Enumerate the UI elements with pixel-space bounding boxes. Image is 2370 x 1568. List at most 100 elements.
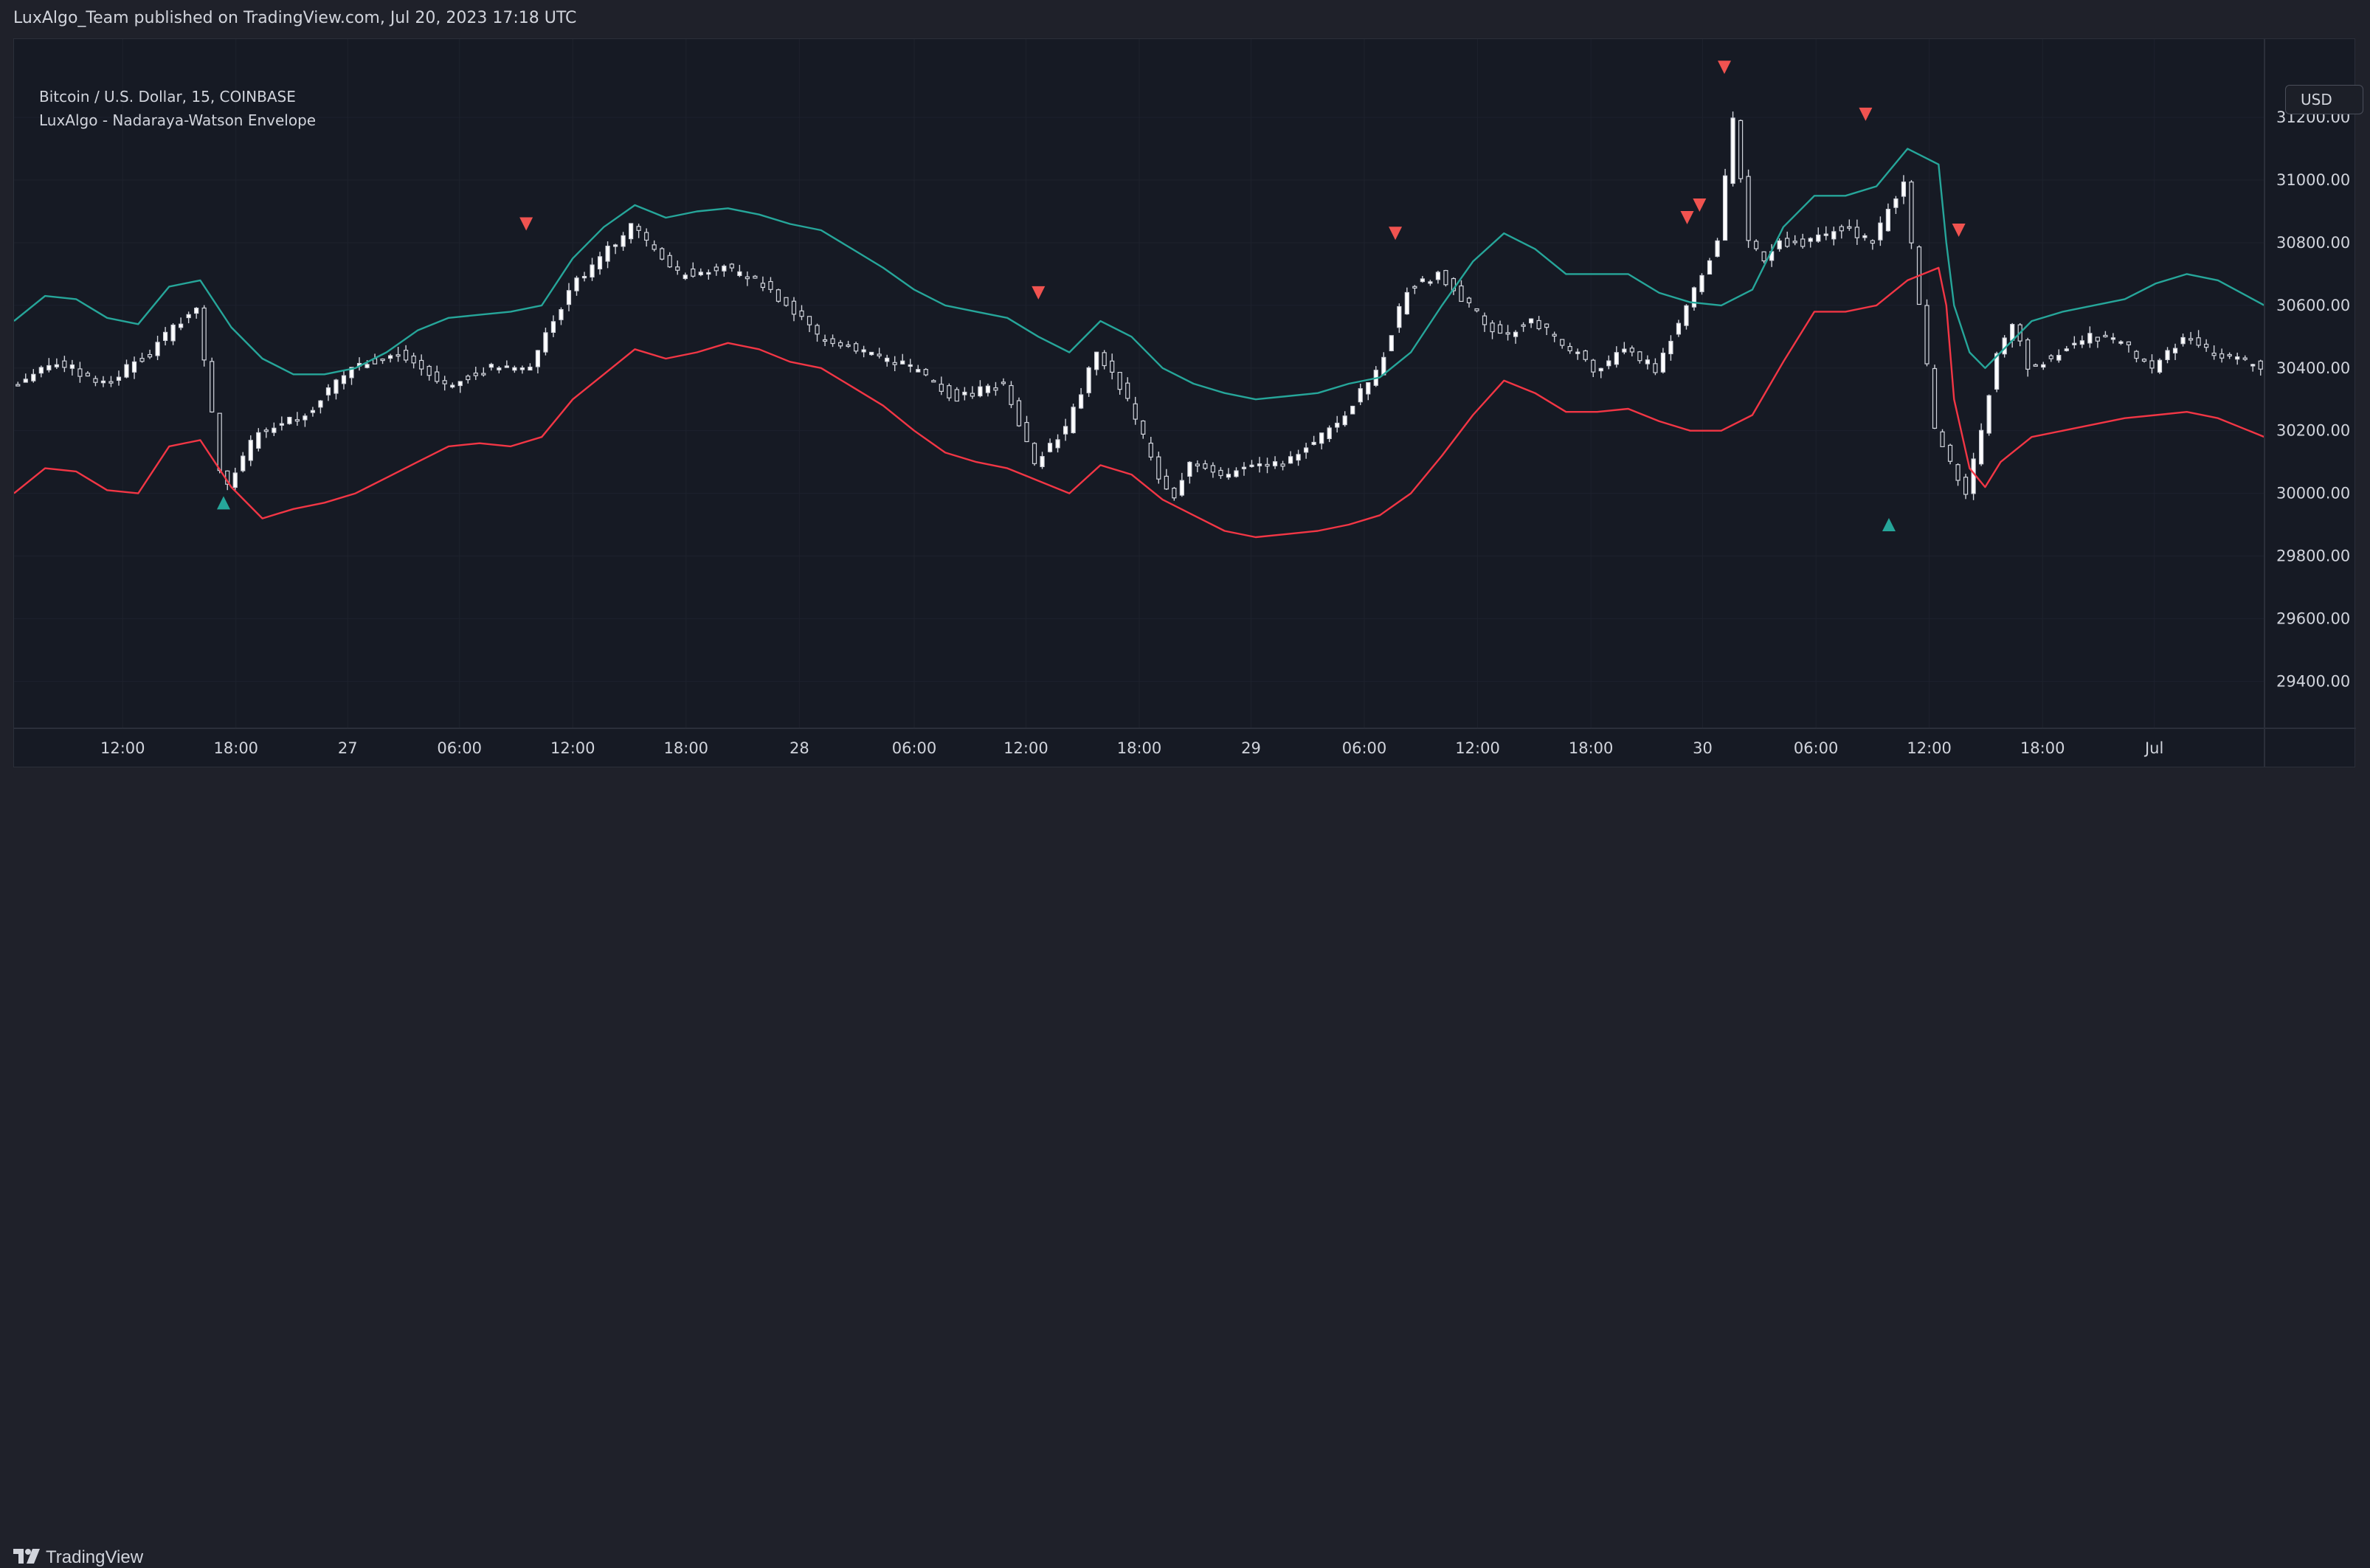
candle-body <box>1164 475 1169 490</box>
candle-body <box>1792 241 1797 244</box>
candle-body <box>349 367 354 379</box>
x-tick-label: 12:00 <box>100 739 145 757</box>
chart-canvas[interactable]: 31200.0031000.0030800.0030600.0030400.00… <box>14 39 2356 768</box>
candle-body <box>2010 324 2015 341</box>
candle-body <box>1808 238 1813 242</box>
candle-body <box>2072 342 2077 345</box>
tradingview-logo-icon[interactable] <box>13 1547 43 1567</box>
candle-body <box>1940 431 1945 447</box>
chart-panel[interactable]: 31200.00 31000.00 30800.00 30600.00 30400.00… <box>13 38 2363 768</box>
x-tick-label: 18:00 <box>1117 739 1162 757</box>
candle-body <box>318 400 323 408</box>
candle-body <box>466 376 471 381</box>
candle-body <box>2188 338 2194 341</box>
candle-body <box>248 440 253 461</box>
candle-body <box>1521 324 1526 327</box>
x-tick-label: 28 <box>790 739 809 757</box>
candle-body <box>799 310 804 317</box>
candle-body <box>1024 421 1029 443</box>
candle-body <box>1420 278 1425 283</box>
footer-bar: TradingView <box>0 767 2370 1567</box>
candle-body <box>1102 352 1107 367</box>
candle-body <box>1210 465 1216 473</box>
candle-body <box>1722 175 1728 241</box>
candle-body <box>1055 439 1060 449</box>
candle-body <box>775 289 781 302</box>
candle-body <box>1094 351 1099 370</box>
candle-body <box>2095 336 2100 342</box>
candle-body <box>162 331 168 342</box>
candle-body <box>1660 352 1666 373</box>
candle-body <box>2103 334 2108 338</box>
candle-body <box>263 429 269 432</box>
candle-body <box>303 415 308 421</box>
candle-body <box>1319 432 1324 444</box>
buy-signal-marker <box>216 496 230 510</box>
candle-body <box>1358 388 1363 403</box>
sell-signal-marker <box>1693 198 1707 213</box>
x-tick-label: 12:00 <box>1907 739 1952 757</box>
candle-body <box>753 275 758 279</box>
candle-body <box>916 369 921 373</box>
candle-body <box>978 386 983 397</box>
candle-body <box>1389 335 1394 351</box>
candle-body <box>939 384 944 392</box>
candle-body <box>574 277 579 291</box>
candle-body <box>1575 351 1580 354</box>
candle-body <box>1529 318 1534 324</box>
candle-body <box>729 263 734 269</box>
y-tick-label: 30600.00 <box>2276 297 2350 314</box>
candle-body <box>512 367 517 371</box>
candle-body <box>2242 357 2248 360</box>
candle-body <box>2025 339 2031 370</box>
currency-button[interactable]: USD <box>2285 85 2363 114</box>
candle-body <box>2118 341 2124 344</box>
candle-body <box>272 427 277 433</box>
tradingview-brand[interactable]: TradingView <box>46 1547 144 1567</box>
candle-body <box>1327 427 1332 440</box>
candle-body <box>93 378 98 383</box>
candle-body <box>426 365 432 376</box>
sell-signal-marker <box>1680 210 1694 224</box>
candle-body <box>1994 353 2000 390</box>
candle-body <box>2180 336 2186 345</box>
candle-body <box>1226 474 1231 478</box>
candle-body <box>1366 382 1371 395</box>
candle-body <box>1668 340 1673 355</box>
candle-body <box>1567 345 1572 352</box>
candle-body <box>1350 405 1355 415</box>
candle-body <box>100 380 106 384</box>
candle-body <box>559 309 564 320</box>
candle-body <box>621 235 626 247</box>
x-tick-label: 18:00 <box>2020 739 2065 757</box>
candle-body <box>985 385 991 393</box>
candle-body <box>1404 291 1409 315</box>
candle-body <box>1847 226 1852 229</box>
candle-body <box>1234 470 1239 477</box>
candle-body <box>1637 351 1642 362</box>
candle-body <box>629 223 634 240</box>
candle-body <box>2134 350 2139 359</box>
candle-body <box>387 355 393 359</box>
candle-body <box>768 280 773 290</box>
candle-body <box>1839 226 1844 232</box>
legend-indicator[interactable]: LuxAlgo - Nadaraya-Watson Envelope <box>39 111 317 129</box>
candle-body <box>2079 340 2084 345</box>
candle-body <box>1924 305 1929 365</box>
candle-body <box>46 365 52 370</box>
legend-symbol[interactable]: Bitcoin / U.S. Dollar, 15, COINBASE <box>39 88 296 106</box>
candle-body <box>861 349 866 353</box>
y-tick-label: 29400.00 <box>2276 672 2350 690</box>
candle-body <box>892 362 897 365</box>
candle-body <box>605 245 610 262</box>
candle-body <box>1878 222 1883 241</box>
header-bar: LuxAlgo_Team published on TradingView.co… <box>0 0 2370 38</box>
y-tick-label: 30400.00 <box>2276 359 2350 377</box>
candle-body <box>1474 308 1479 311</box>
candle-body <box>2064 348 2069 351</box>
candle-body <box>1249 464 1254 467</box>
candle-body <box>1785 238 1790 247</box>
candle-body <box>1963 477 1969 495</box>
candle-body <box>85 373 91 377</box>
candle-body <box>1451 277 1457 291</box>
